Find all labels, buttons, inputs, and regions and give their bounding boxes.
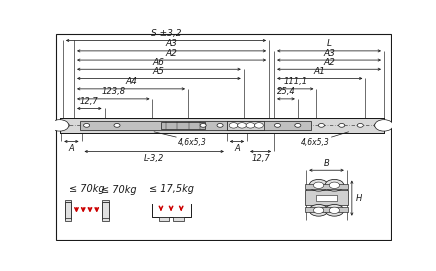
Bar	[227, 121, 311, 130]
Bar	[304, 207, 348, 212]
Circle shape	[325, 179, 344, 191]
Text: A3: A3	[166, 39, 177, 49]
Text: L: L	[327, 39, 331, 49]
Bar	[174, 217, 184, 221]
Bar	[159, 217, 169, 221]
Circle shape	[325, 204, 344, 216]
Circle shape	[63, 124, 69, 127]
Bar	[161, 122, 205, 129]
Text: 4,6x5,3: 4,6x5,3	[178, 138, 207, 147]
Text: A6: A6	[153, 58, 165, 67]
Circle shape	[295, 124, 301, 127]
Circle shape	[313, 182, 324, 188]
Bar	[65, 202, 72, 219]
Circle shape	[329, 182, 340, 188]
Text: A2: A2	[166, 49, 177, 57]
Bar	[60, 118, 384, 133]
Text: A: A	[68, 144, 74, 153]
Bar	[304, 184, 348, 189]
Circle shape	[339, 124, 345, 127]
Circle shape	[374, 124, 380, 127]
Circle shape	[313, 207, 324, 214]
Bar	[304, 191, 348, 205]
Text: A: A	[234, 144, 240, 153]
Text: B: B	[324, 159, 329, 168]
Circle shape	[50, 120, 69, 131]
Text: A2: A2	[323, 58, 335, 67]
Bar	[102, 202, 109, 219]
Bar	[102, 218, 109, 221]
Circle shape	[246, 123, 255, 128]
Text: A5: A5	[153, 67, 165, 76]
Circle shape	[255, 123, 263, 128]
Circle shape	[217, 124, 223, 127]
Circle shape	[114, 124, 120, 127]
Text: 111,1: 111,1	[283, 77, 307, 86]
Text: 12,7: 12,7	[251, 154, 270, 163]
Circle shape	[275, 124, 280, 127]
Circle shape	[200, 124, 206, 127]
Bar	[65, 218, 72, 221]
Bar	[102, 200, 109, 202]
Text: ≤ 70kg: ≤ 70kg	[69, 185, 104, 194]
Text: A4: A4	[125, 77, 137, 86]
Bar	[65, 200, 72, 202]
Bar	[80, 121, 240, 130]
Text: 25,4: 25,4	[276, 87, 295, 96]
Circle shape	[318, 124, 324, 127]
Bar	[227, 121, 264, 130]
Circle shape	[357, 124, 363, 127]
Text: A1: A1	[314, 67, 326, 76]
Circle shape	[229, 123, 238, 128]
Circle shape	[84, 124, 90, 127]
Circle shape	[309, 179, 328, 191]
Text: ≤ 17,5kg: ≤ 17,5kg	[149, 185, 194, 194]
Text: 123,8: 123,8	[101, 87, 126, 96]
Text: 12,7: 12,7	[80, 97, 99, 106]
Text: A3: A3	[323, 49, 335, 57]
Circle shape	[329, 207, 340, 214]
Text: 4,6x5,3: 4,6x5,3	[301, 138, 330, 147]
Text: L-3,2: L-3,2	[144, 154, 164, 163]
Circle shape	[238, 123, 246, 128]
Text: ≤ 70kg: ≤ 70kg	[101, 185, 136, 195]
Text: H: H	[356, 194, 362, 203]
Text: S ±3,2: S ±3,2	[151, 29, 181, 38]
Circle shape	[309, 204, 328, 216]
Bar	[317, 195, 337, 201]
Circle shape	[375, 120, 393, 131]
